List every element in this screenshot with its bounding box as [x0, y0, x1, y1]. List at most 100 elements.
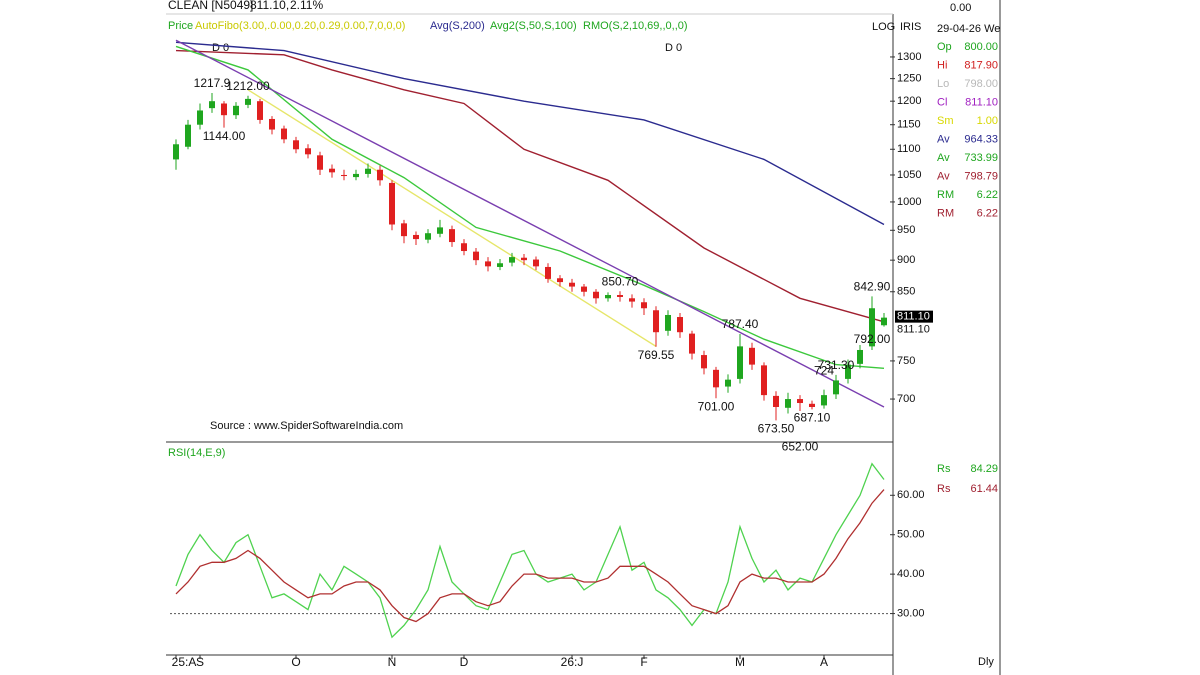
last-price-box-label: 811.10 — [897, 311, 930, 323]
candle-body — [845, 364, 851, 379]
candle-body — [425, 233, 431, 240]
period: Dly — [978, 656, 994, 668]
scale-label: LOG — [872, 21, 895, 33]
x-tick-label: 26:J — [561, 655, 584, 669]
price-annotation: 673.50 — [758, 422, 795, 436]
candle-body — [725, 379, 731, 387]
x-tick-label: S — [196, 655, 204, 669]
price-annotation: 724 — [814, 364, 834, 378]
info-value: 61.44 — [970, 483, 998, 495]
indicator-line — [247, 89, 657, 347]
y-tick-label: 1150 — [897, 119, 921, 131]
candle-body — [881, 317, 887, 326]
y-tick-label: 1300 — [897, 51, 921, 63]
price-annotation: 769.55 — [638, 348, 675, 362]
info-key: Av — [937, 170, 950, 182]
candle-body — [341, 174, 347, 177]
candle-body — [317, 155, 323, 170]
candle-body — [533, 259, 539, 267]
candle-body — [365, 168, 371, 174]
last-price-box — [895, 310, 933, 323]
price-annotation: 701.00 — [698, 399, 735, 413]
info-key: Rs — [937, 483, 951, 495]
candle-body — [197, 110, 203, 125]
price-annotation: 731.30 — [818, 358, 855, 372]
candle-body — [305, 148, 311, 155]
y-tick-label: 40.00 — [897, 568, 925, 580]
candle-body — [557, 278, 563, 283]
legend-item: Price — [168, 20, 193, 32]
candle-body — [545, 266, 551, 279]
info-key: Op — [937, 41, 952, 53]
info-key: Hi — [937, 59, 947, 71]
x-tick-label: 25:A — [172, 655, 197, 669]
candle-body — [353, 173, 359, 178]
x-tick-label: F — [640, 655, 647, 669]
candle-body — [653, 310, 659, 333]
y-tick-label: 50.00 — [897, 529, 925, 541]
y-tick-label: 60.00 — [897, 489, 925, 501]
info-key: Av — [937, 133, 950, 145]
y-tick-label: 1250 — [897, 73, 921, 85]
info-key: Rs — [937, 463, 951, 475]
y-tick-label: 1100 — [897, 143, 921, 155]
candle-body — [773, 395, 779, 407]
y-tick-label: 30.00 — [897, 607, 925, 619]
candle-body — [869, 308, 875, 347]
candle-body — [749, 347, 755, 365]
indicator: IRIS — [900, 21, 921, 33]
info-value: 964.33 — [964, 133, 998, 145]
candle-body — [437, 227, 443, 234]
candle-body — [473, 251, 479, 261]
candle-body — [329, 168, 335, 173]
candle-body — [497, 263, 503, 267]
candle-body — [569, 282, 575, 287]
info-key: Av — [937, 152, 950, 164]
price-annotation: 652.00 — [782, 439, 819, 453]
info-value: 6.22 — [977, 189, 998, 201]
y-tick-label: 850 — [897, 286, 915, 298]
x-tick-label: D — [460, 655, 469, 669]
candle-body — [665, 314, 671, 331]
price-annotation: 792.00 — [854, 332, 891, 346]
candle-body — [185, 124, 191, 147]
rsi-title: RSI(14,E,9) — [168, 447, 225, 459]
y-tick-label: 700 — [897, 393, 915, 405]
info-value: 84.29 — [970, 463, 998, 475]
candle-body — [737, 346, 743, 379]
candle-body — [689, 333, 695, 354]
candle-body — [617, 295, 623, 297]
y-tick-label: 1050 — [897, 169, 921, 181]
info-value: 798.00 — [964, 78, 998, 90]
info-top: 0.00 — [950, 2, 971, 14]
info-date: 29-04-26 We — [937, 23, 1000, 35]
candle-body — [377, 169, 383, 181]
y-tick-label: 1000 — [897, 196, 921, 208]
legend-item: Avg(S,200) — [430, 20, 485, 32]
candle-body — [401, 223, 407, 237]
symbol: CLEAN [N5049] — [168, 0, 253, 12]
info-value: 733.99 — [964, 152, 998, 164]
candle-body — [461, 243, 467, 252]
candle-body — [509, 257, 515, 263]
candle-body — [173, 144, 179, 160]
candle-body — [293, 140, 299, 150]
candle-body — [809, 403, 815, 407]
candle-body — [269, 118, 275, 130]
candle-body — [821, 395, 827, 406]
x-tick-label: M — [735, 655, 745, 669]
y-tick-label: 900 — [897, 254, 915, 266]
info-key: Lo — [937, 78, 949, 90]
price-annotation: 687.10 — [794, 410, 831, 424]
info-value: 811.10 — [965, 96, 998, 108]
candle-body — [257, 101, 263, 120]
change: 2.11% — [290, 0, 323, 12]
source: Source : www.SpiderSoftwareIndia.com — [210, 420, 403, 432]
x-tick-label: O — [291, 655, 300, 669]
candle-body — [629, 298, 635, 302]
candle-body — [485, 261, 491, 267]
info-key: Cl — [937, 96, 947, 108]
price-annotation: 1144.00 — [203, 129, 246, 143]
